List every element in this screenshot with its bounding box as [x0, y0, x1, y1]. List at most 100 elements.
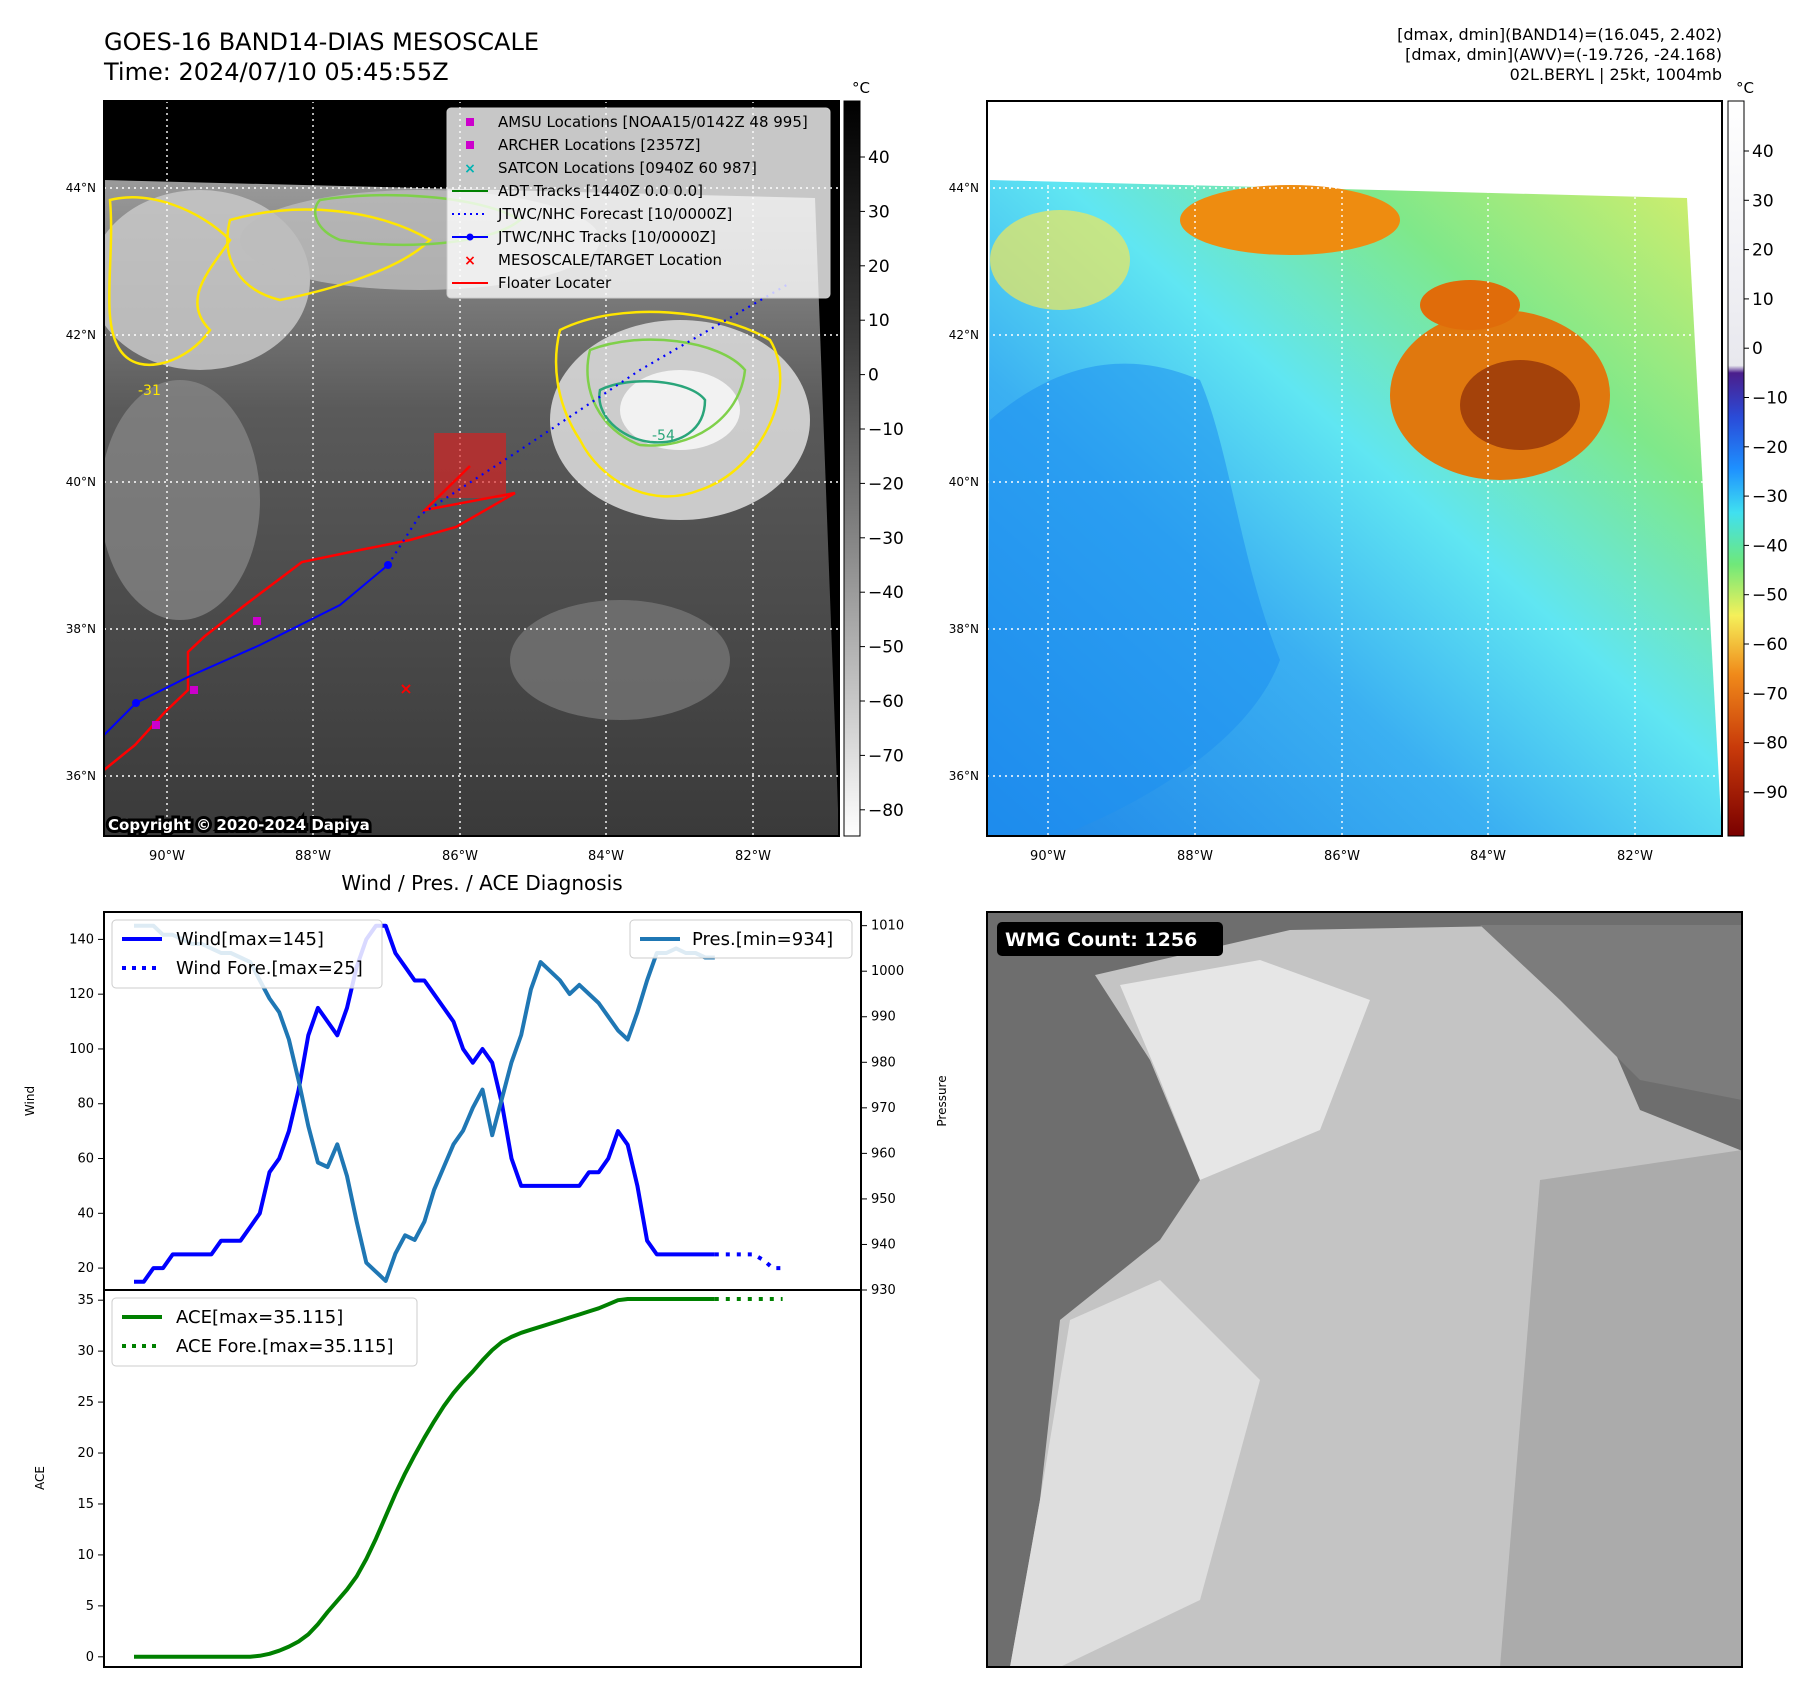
legend-dot-marker — [466, 233, 474, 241]
ace-legend: ACE[max=35.115] ACE Fore.[max=35.115] — [111, 1297, 418, 1367]
lat-label: 38°N — [949, 622, 979, 636]
y-tick-label: 20 — [77, 1446, 94, 1461]
colorbar-tick-label: −30 — [1752, 487, 1788, 507]
wmg-upper-right-dark — [1480, 925, 1742, 1100]
jtwc-track-point — [384, 561, 392, 569]
colorbar-tick-label: −20 — [868, 474, 904, 494]
lon-label: 84°W — [1470, 849, 1506, 864]
colorbar-tick-label: 20 — [868, 257, 890, 277]
colorbar-tick-label: −80 — [1752, 734, 1788, 754]
y-tick-label: 30 — [77, 1344, 94, 1359]
y-tick-label: 15 — [77, 1497, 94, 1512]
ir-cloud-w — [104, 380, 260, 620]
archer-marker — [190, 686, 198, 694]
ir-colorbar-unit: °C — [852, 79, 870, 97]
colorbar-tick-label: −20 — [1752, 438, 1788, 458]
awv-map: 44°N 42°N 40°N 38°N 36°N 90°W 88°W 86°W 84°W 82°… — [949, 79, 1788, 864]
y-tick-label: 100 — [69, 1042, 94, 1057]
awv-colorbar — [1727, 100, 1745, 837]
colorbar-tick-label: −50 — [1752, 586, 1788, 606]
y-tick-label: 120 — [69, 987, 94, 1002]
ace-legend-label-2: ACE Fore.[max=35.115] — [176, 1336, 394, 1357]
lon-label: 88°W — [1177, 849, 1213, 864]
wind-axis-label: Wind — [23, 1086, 37, 1116]
y-tick-label: 140 — [69, 932, 94, 947]
ir-legend: AMSU Locations [NOAA15/0142Z 48 995] ARCH… — [446, 107, 831, 299]
wind-legend: Wind[max=145] Wind Fore.[max=25] — [111, 919, 383, 989]
colorbar-tick-label: −70 — [868, 746, 904, 766]
lat-label: 44°N — [949, 181, 979, 195]
awv-colorbar-unit: °C — [1736, 79, 1754, 97]
colorbar-tick-label: 30 — [1752, 191, 1774, 211]
ir-contour-label-1: -31 — [138, 383, 161, 399]
legend-label: JTWC/NHC Forecast [10/0000Z] — [497, 205, 732, 223]
colorbar-tick-label: −70 — [1752, 684, 1788, 704]
y-tick-label: 60 — [77, 1152, 94, 1167]
lat-label: 42°N — [66, 328, 96, 342]
ace-legend-box — [111, 1297, 418, 1367]
legend-square-marker — [466, 141, 474, 149]
wmg-bright-south — [1010, 1280, 1260, 1667]
y-right-tick-label: 1010 — [871, 919, 904, 934]
ace-axis-label: ACE — [33, 1466, 47, 1490]
lon-label: 88°W — [295, 849, 331, 864]
lon-label: 82°W — [1617, 849, 1653, 864]
floater-target-box — [434, 433, 506, 498]
colorbar-tick-label: −60 — [1752, 635, 1788, 655]
wind-y-ticks: 20 40 60 80 100 120 140 — [69, 932, 104, 1276]
legend-label: MESOSCALE/TARGET Location — [498, 251, 722, 269]
y-tick-label: 80 — [77, 1097, 94, 1112]
ir-lat-labels: 44°N 42°N 40°N 38°N 36°N — [66, 181, 96, 783]
y-right-tick-label: 940 — [871, 1237, 896, 1252]
colorbar-tick-label: −40 — [1752, 536, 1788, 556]
y-right-tick-label: 1000 — [871, 964, 904, 979]
ir-contour-green-2 — [586, 338, 747, 447]
jtwc-track-point — [132, 699, 140, 707]
colorbar-tick-label: −90 — [1752, 783, 1788, 803]
y-right-tick-label: 950 — [871, 1192, 896, 1207]
info-band14: [dmax, dmin](BAND14)=(16.045, 2.402) — [1397, 25, 1722, 44]
ir-contour-label-2: -54 — [652, 428, 675, 444]
target-marker: × — [399, 679, 412, 698]
ir-lon-labels: 90°W 88°W 86°W 84°W 82°W — [149, 849, 771, 864]
pressure-y-ticks: 930 940 950 960 970 980 990 1000 1010 — [861, 919, 904, 1298]
archer-marker — [152, 721, 160, 729]
y-tick-label: 10 — [77, 1548, 94, 1563]
jtwc-track — [104, 564, 389, 736]
colorbar-tick-label: 10 — [868, 311, 890, 331]
y-right-tick-label: 980 — [871, 1055, 896, 1070]
wmg-panel: WMG Count: 1256 — [986, 911, 1743, 1668]
y-right-tick-label: 930 — [871, 1283, 896, 1298]
colorbar-tick-label: −40 — [868, 583, 904, 603]
pressure-legend: Pres.[min=934] — [629, 919, 853, 959]
ir-cloud-core — [620, 370, 740, 450]
series-line-0 — [134, 1297, 715, 1659]
figure-time: Time: 2024/07/10 05:45:55Z — [103, 58, 449, 86]
ir-contour-yellow-2 — [226, 208, 433, 302]
ir-copyright: Copyright © 2020-2024 Dapiya — [108, 816, 370, 834]
ace-y-ticks: 0 5 10 15 20 25 30 35 — [77, 1293, 104, 1665]
pressure-legend-label: Pres.[min=934] — [692, 929, 833, 950]
awv-cold-cloud-2 — [1180, 185, 1400, 255]
colorbar-tick-label: 0 — [1752, 339, 1763, 359]
awv-cold-cloud-core — [1460, 360, 1580, 450]
wind-pressure-chart: Wind Pressure 20 40 60 80 100 120 140 930 940 95… — [23, 911, 949, 1298]
ir-contour-teal — [598, 380, 707, 444]
colorbar-tick-label: 30 — [868, 202, 890, 222]
lon-label: 90°W — [1030, 849, 1066, 864]
lat-label: 36°N — [66, 769, 96, 783]
ir-legend-box — [446, 107, 831, 299]
y-right-tick-label: 970 — [871, 1101, 896, 1116]
legend-label: AMSU Locations [NOAA15/0142Z 48 995] — [498, 113, 808, 131]
y-tick-label: 5 — [86, 1599, 94, 1614]
legend-square-marker — [466, 118, 474, 126]
diagnosis-title: Wind / Pres. / ACE Diagnosis — [341, 871, 622, 895]
wmg-bright-band — [1120, 960, 1370, 1180]
lon-label: 86°W — [1324, 849, 1360, 864]
ir-cloud-s — [510, 600, 730, 720]
ir-map: -31 -54 × AMSU Location — [66, 79, 904, 864]
ir-contour-yellow-3 — [554, 310, 782, 498]
series-line-1 — [714, 1252, 783, 1271]
lat-label: 40°N — [66, 475, 96, 489]
ir-map-frame — [103, 100, 840, 837]
